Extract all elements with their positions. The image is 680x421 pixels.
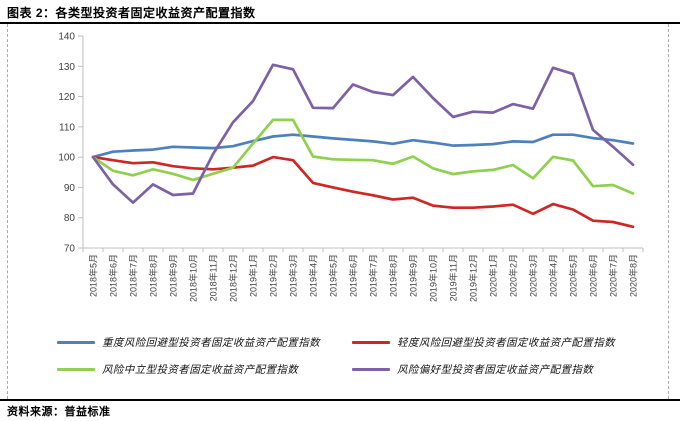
x-axis-tick-label: 2019年11月 — [448, 254, 459, 301]
x-axis-tick-label: 2020年4月 — [548, 254, 559, 297]
series-line-0 — [91, 133, 635, 159]
title-underline — [0, 22, 680, 24]
legend-swatch-1 — [352, 340, 390, 344]
cell-border-right — [668, 24, 669, 399]
y-axis-tick-label: 130 — [58, 62, 75, 73]
x-axis-tick-label: 2018年9月 — [168, 254, 179, 297]
figure-title: 图表 2：各类型投资者固定收益资产配置指数 — [7, 6, 256, 20]
cell-border-left — [7, 24, 8, 399]
x-axis-tick-label: 2019年10月 — [428, 254, 439, 302]
y-axis-tick-label: 80 — [64, 213, 76, 224]
series-line-3 — [91, 63, 635, 204]
x-axis-tick-label: 2018年12月 — [228, 254, 239, 302]
series-line-1 — [91, 155, 635, 229]
x-axis-tick-label: 2019年7月 — [368, 254, 379, 297]
x-axis-tick-label: 2020年1月 — [488, 254, 499, 297]
x-axis-tick-label: 2020年3月 — [528, 254, 539, 297]
x-axis-tick-label: 2019年5月 — [328, 254, 339, 297]
y-axis-tick-label: 100 — [58, 153, 75, 164]
chart-area: 70 80 90 100 110 120 130 140 2018年5月 2018年6月 2018年… — [0, 25, 680, 330]
x-axis-tick-label: 2018年11月 — [208, 254, 219, 301]
x-axis-tick-label: 2019年8月 — [388, 254, 399, 297]
source-divider — [0, 399, 680, 401]
x-axis-tick-label: 2020年6月 — [588, 254, 599, 297]
legend-label-1: 轻度风险回避型投资者固定收益资产配置指数 — [397, 336, 615, 349]
y-axis-tick-label: 90 — [64, 183, 76, 194]
x-axis-tick-label: 2019年12月 — [468, 254, 479, 302]
y-axis-tick-label: 110 — [59, 122, 75, 133]
x-axis-tick-label: 2018年8月 — [148, 254, 159, 297]
legend-swatch-0 — [57, 340, 95, 344]
x-axis-tick-label: 2020年2月 — [508, 254, 519, 297]
y-axis-tick-label: 140 — [58, 32, 75, 43]
chart-legend: 重度风险回避型投资者固定收益资产配置指数 轻度风险回避型投资者固定收益资产配置指数… — [0, 332, 680, 392]
x-axis-tick-label: 2018年6月 — [108, 254, 119, 297]
x-axis-tick-label: 2019年2月 — [268, 254, 279, 297]
x-axis-tick-label: 2019年6月 — [348, 254, 359, 297]
x-axis-tick-label: 2020年7月 — [608, 254, 619, 297]
x-axis-tick-label: 2018年5月 — [88, 254, 99, 297]
legend-label-3: 风险偏好型投资者固定收益资产配置指数 — [397, 363, 594, 376]
legend-label-2: 风险中立型投资者固定收益资产配置指数 — [102, 363, 299, 376]
y-axis-tick-label: 70 — [64, 244, 76, 255]
legend-item-0: 重度风险回避型投资者固定收益资产配置指数 — [57, 334, 320, 350]
legend-swatch-3 — [352, 367, 390, 371]
x-axis-tick-label: 2019年4月 — [308, 254, 319, 297]
x-axis-tick-label: 2020年8月 — [628, 254, 639, 297]
legend-item-3: 风险偏好型投资者固定收益资产配置指数 — [352, 361, 593, 377]
source-note: 资料来源：普益标准 — [7, 406, 111, 418]
chart-canvas: 70 80 90 100 110 120 130 140 2018年5月 2018年6月 2018年… — [58, 32, 644, 302]
legend-label-0: 重度风险回避型投资者固定收益资产配置指数 — [102, 336, 320, 349]
legend-swatch-2 — [57, 367, 95, 371]
series-line-2 — [91, 118, 635, 195]
x-axis-tick-label: 2019年3月 — [288, 254, 299, 297]
x-axis-tick-label: 2019年1月 — [248, 254, 259, 297]
x-axis-tick-label: 2019年9月 — [408, 254, 419, 297]
x-axis-tick-label: 2018年10月 — [188, 254, 199, 302]
x-axis-tick-label: 2020年5月 — [568, 254, 579, 297]
x-axis-tick-label: 2018年7月 — [128, 254, 139, 297]
y-axis-tick-label: 120 — [58, 92, 75, 103]
legend-item-1: 轻度风险回避型投资者固定收益资产配置指数 — [352, 334, 615, 350]
legend-item-2: 风险中立型投资者固定收益资产配置指数 — [57, 361, 298, 377]
